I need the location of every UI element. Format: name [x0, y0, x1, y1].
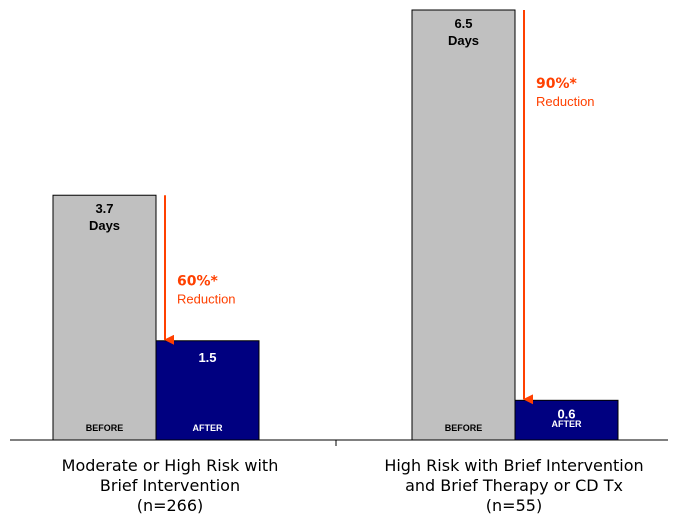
data-label-before-unit: Days [448, 33, 479, 48]
bar-label-before: BEFORE [86, 423, 124, 433]
bar-label-before: BEFORE [445, 423, 483, 433]
bar-before [52, 194, 157, 441]
reduction-percent: 90%* [536, 76, 578, 92]
reduction-percent: 60%* [177, 273, 219, 289]
data-label-before: 3.7 [95, 201, 113, 216]
data-label-before-unit: Days [89, 218, 120, 233]
category-label-line: Moderate or High Risk with [61, 456, 279, 475]
category-label-line: High Risk with Brief Intervention [384, 456, 644, 475]
data-label-after: 0.6 [557, 406, 575, 421]
category-label-n: (n=55) [485, 496, 543, 515]
category-label-line: and Brief Therapy or CD Tx [405, 476, 623, 495]
category-label-moderate-high-risk: Moderate or High Risk with Brief Interve… [10, 456, 330, 516]
bar-after [155, 340, 260, 441]
data-label-before: 6.5 [454, 16, 472, 31]
reduction-text: Reduction [536, 94, 595, 109]
reduction-text: Reduction [177, 291, 236, 306]
category-label-n: (n=266) [136, 496, 204, 515]
bar-before [411, 9, 516, 441]
bar-label-after: AFTER [552, 419, 582, 429]
category-label-high-risk: High Risk with Brief Intervention and Br… [350, 456, 678, 516]
category-label-line: Brief Intervention [99, 476, 241, 495]
bar-after [514, 399, 619, 441]
data-label-after: 1.5 [198, 350, 216, 365]
bar-label-after: AFTER [193, 423, 223, 433]
